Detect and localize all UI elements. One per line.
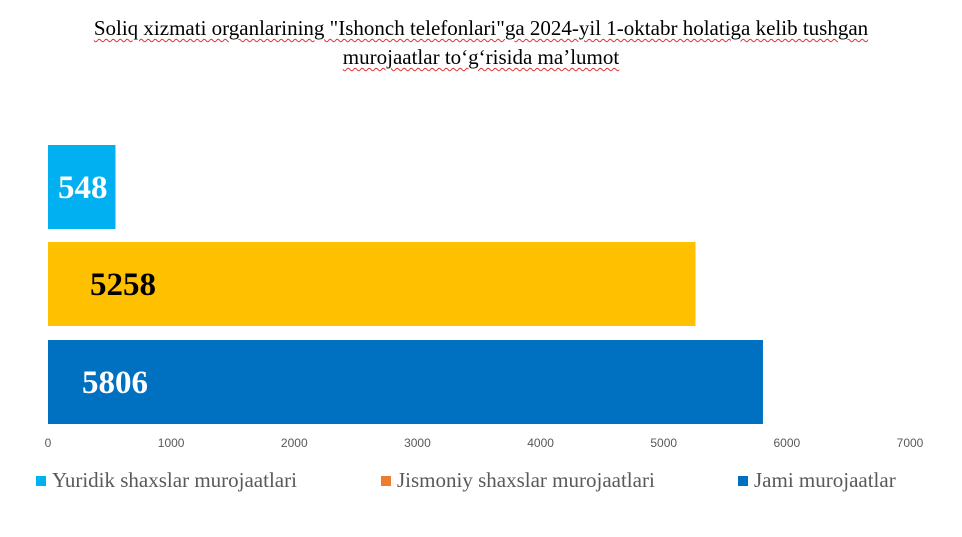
x-tick-label: 3000 [404, 436, 431, 450]
legend-item-yuridik: Yuridik shaxslar murojaatlari [36, 468, 297, 493]
legend-label: Jismoniy shaxslar murojaatlari [397, 468, 655, 492]
chart-title-text-2: murojaatlar to‘g‘risida ma’lumot [342, 45, 620, 69]
legend: Yuridik shaxslar murojaatlari Jismoniy s… [0, 468, 962, 496]
chart-title-line-2: murojaatlar to‘g‘risida ma’lumot [0, 43, 962, 72]
data-label: 548 [58, 170, 108, 206]
x-tick-label: 4000 [527, 436, 554, 450]
x-tick-label: 7000 [897, 436, 924, 450]
x-tick-label: 2000 [281, 436, 308, 450]
legend-item-jismoniy: Jismoniy shaxslar murojaatlari [381, 468, 655, 493]
legend-item-jami: Jami murojaatlar [738, 468, 896, 493]
legend-label: Jami murojaatlar [754, 468, 896, 492]
chart-title-text-1: Soliq xizmati organlarining "Ishonch tel… [93, 16, 869, 40]
x-tick-label: 0 [45, 436, 52, 450]
data-label: 5806 [82, 365, 148, 401]
bar-2 [48, 242, 696, 326]
chart-title-line-1: Soliq xizmati organlarining "Ishonch tel… [0, 14, 962, 43]
x-tick-label: 1000 [158, 436, 185, 450]
data-label: 5258 [90, 267, 156, 303]
x-tick-label: 5000 [650, 436, 677, 450]
legend-label: Yuridik shaxslar murojaatlari [52, 468, 297, 492]
legend-swatch [381, 475, 391, 486]
bar-3 [48, 340, 763, 424]
bar-1 [48, 145, 116, 229]
legend-swatch [738, 475, 748, 486]
x-tick-label: 6000 [774, 436, 801, 450]
legend-swatch [36, 475, 46, 486]
